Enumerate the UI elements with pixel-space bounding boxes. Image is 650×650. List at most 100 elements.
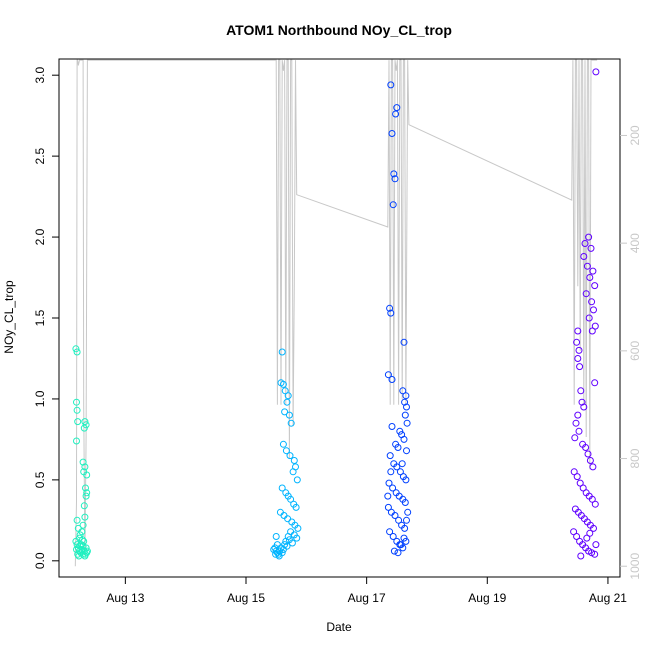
data-point: [386, 452, 394, 460]
data-point: [80, 537, 88, 545]
y-axis-left: 0.0 0.5 1.0 1.5 2.0 2.5 3.0: [33, 67, 59, 569]
data-point: [400, 338, 408, 346]
data-point: [282, 447, 290, 455]
data-point: [574, 411, 582, 419]
data-point: [573, 533, 581, 540]
data-point: [284, 515, 292, 523]
data-point: [588, 327, 596, 335]
pressure-trace-line: [74, 59, 598, 567]
data-point: [397, 541, 405, 549]
data-point: [399, 387, 407, 395]
data-point: [591, 322, 599, 330]
data-point: [79, 550, 87, 558]
data-point: [76, 542, 84, 550]
data-point: [391, 512, 399, 519]
data-point: [81, 418, 89, 426]
data-point: [275, 552, 283, 560]
data-point: [81, 513, 89, 521]
y-tick-label: 3.0: [33, 67, 47, 84]
y2-tick-label: 800: [628, 448, 642, 468]
series-3: [384, 81, 412, 557]
y-tick-label: 1.5: [33, 309, 47, 326]
y-tick-label: 2.0: [33, 228, 47, 245]
data-point: [292, 503, 300, 511]
series-1: [72, 345, 91, 560]
data-point: [73, 406, 81, 414]
data-point: [288, 539, 296, 547]
y-axis-label: NOy_CL_trop: [2, 280, 16, 354]
data-point: [80, 424, 88, 432]
y-tick-label: 0.0: [33, 552, 47, 569]
data-point: [582, 290, 590, 298]
data-point: [576, 363, 584, 371]
data-point: [270, 546, 278, 553]
data-point: [276, 508, 284, 516]
data-point: [388, 376, 396, 383]
data-point: [386, 528, 394, 536]
data-points-layer: [72, 68, 600, 560]
data-point: [591, 379, 599, 387]
data-point: [575, 346, 583, 354]
data-point: [287, 419, 295, 427]
data-point: [73, 348, 81, 356]
data-point: [283, 398, 291, 406]
series-4: [570, 68, 600, 560]
data-point: [384, 503, 392, 511]
data-point: [574, 327, 582, 335]
data-point: [584, 450, 592, 458]
data-point: [396, 427, 404, 435]
data-point: [81, 552, 89, 560]
data-point: [287, 495, 295, 503]
data-point: [586, 529, 594, 537]
y-tick-label: 2.5: [33, 147, 47, 164]
data-point: [387, 468, 395, 476]
data-point: [403, 403, 410, 411]
data-point: [580, 403, 588, 411]
y-axis-right: 200 400 600 800 1000: [620, 125, 642, 580]
data-point: [389, 533, 397, 540]
data-point: [290, 457, 298, 464]
data-point: [289, 468, 297, 476]
data-point: [592, 68, 600, 76]
x-tick-label: Aug 17: [348, 591, 386, 605]
data-point: [393, 463, 401, 471]
data-point: [402, 392, 410, 400]
pressure-trace-layer: [74, 59, 598, 567]
data-point: [388, 423, 396, 430]
data-point: [280, 512, 288, 519]
data-point: [591, 550, 599, 558]
y2-tick-label: 200: [628, 125, 642, 145]
data-point: [384, 371, 392, 379]
data-point: [283, 542, 291, 550]
data-point: [82, 421, 90, 429]
data-point: [578, 398, 586, 406]
data-point: [400, 435, 408, 443]
data-point: [79, 521, 87, 529]
data-point: [81, 463, 89, 471]
data-point: [279, 440, 287, 448]
data-point: [589, 267, 597, 275]
x-tick-label: Aug 13: [106, 591, 144, 605]
data-point: [590, 306, 597, 314]
data-point: [401, 524, 409, 532]
data-point: [401, 398, 409, 406]
data-point: [580, 253, 588, 260]
data-point: [590, 524, 597, 532]
data-point: [577, 387, 585, 395]
data-point: [403, 447, 410, 455]
data-point: [402, 476, 410, 484]
data-point: [83, 489, 91, 497]
data-point: [393, 104, 401, 112]
data-point: [281, 408, 289, 416]
data-point: [585, 314, 593, 322]
x-tick-label: Aug 21: [589, 591, 627, 605]
data-point: [286, 452, 294, 460]
data-point: [400, 534, 408, 542]
data-point: [572, 419, 580, 427]
data-point: [395, 516, 403, 524]
data-point: [285, 411, 293, 419]
data-point: [591, 500, 599, 508]
data-point: [389, 201, 397, 209]
x-tick-label: Aug 15: [227, 591, 265, 605]
